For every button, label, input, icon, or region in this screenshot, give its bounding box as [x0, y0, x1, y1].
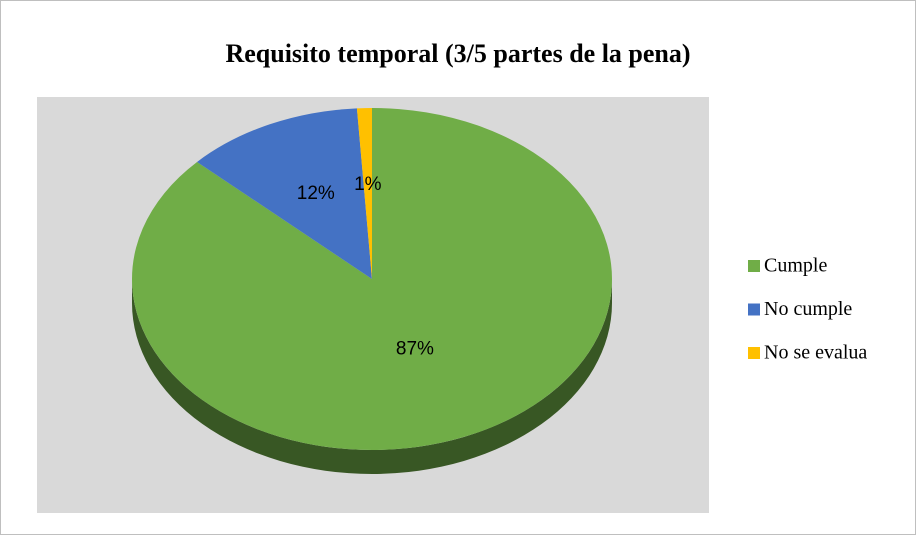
legend-label: Cumple: [764, 255, 827, 277]
legend-swatch: [748, 347, 760, 359]
data-label: 12%: [297, 183, 335, 204]
legend-swatch: [748, 260, 760, 272]
pie-slice: [356, 108, 372, 279]
legend-label: No cumple: [764, 298, 852, 320]
pie-slice: [197, 108, 372, 279]
legend-label: No se evalua: [764, 342, 867, 364]
chart-title: Requisito temporal (3/5 partes de la pen…: [225, 39, 690, 68]
data-label: 1%: [354, 174, 382, 195]
data-label: 87%: [396, 339, 434, 360]
legend-swatch: [748, 303, 760, 316]
